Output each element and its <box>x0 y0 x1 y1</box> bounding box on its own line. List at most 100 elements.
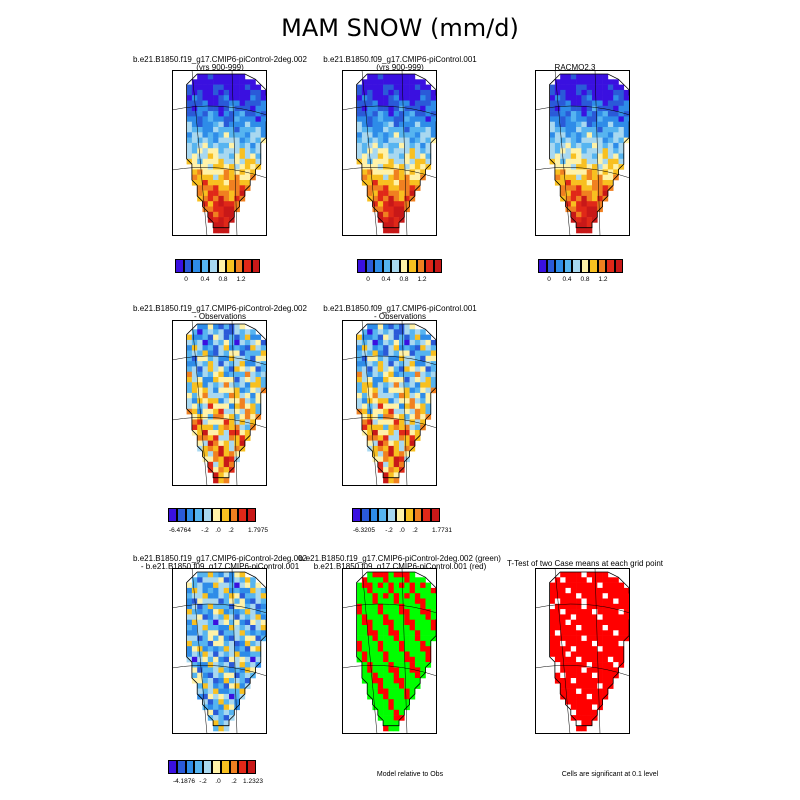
grid-cell <box>425 640 432 647</box>
grid-cell <box>213 329 219 335</box>
grid-cell <box>218 100 224 107</box>
grid-cell <box>554 89 561 96</box>
grid-cell <box>229 656 235 663</box>
grid-cell <box>388 201 394 207</box>
grid-cell <box>239 672 246 679</box>
grid-cell <box>383 206 389 213</box>
grid-cell <box>618 635 625 642</box>
grid-cell <box>425 593 432 599</box>
grid-cell <box>597 137 603 144</box>
grid-cell <box>197 169 203 175</box>
grid-cell <box>409 361 416 367</box>
grid-cell <box>213 345 219 351</box>
grid-cell <box>377 185 384 191</box>
grid-cell <box>361 577 368 583</box>
grid-cell <box>202 646 209 652</box>
grid-cell <box>570 598 577 605</box>
latitude-line <box>172 355 267 366</box>
grid-cell <box>372 387 379 394</box>
grid-cell <box>229 174 235 181</box>
longitude-line <box>554 568 571 734</box>
grid-cell <box>383 619 389 626</box>
grid-cell <box>618 609 625 615</box>
grid-cell <box>372 377 379 383</box>
grid-cell <box>223 572 230 578</box>
grid-cell <box>377 74 384 80</box>
grid-cell <box>223 587 230 594</box>
grid-cell <box>213 339 219 346</box>
grid-cell <box>197 100 203 107</box>
grid-cell <box>404 158 410 165</box>
grid-cell <box>239 640 246 647</box>
grid-cell <box>361 132 368 138</box>
grid-cell <box>570 137 577 144</box>
grid-cell <box>218 206 224 213</box>
grid-cell <box>576 587 582 594</box>
grid-cell <box>383 640 389 647</box>
grid-cell <box>356 593 363 599</box>
grid-cell <box>570 709 577 716</box>
grid-cell <box>356 598 363 605</box>
grid-cell <box>430 105 437 112</box>
grid-cell <box>565 625 572 631</box>
grid-cell <box>576 646 582 652</box>
grid-cell <box>250 158 256 165</box>
grid-cell <box>388 619 394 626</box>
grid-cell <box>191 355 198 362</box>
grid-cell <box>234 414 240 420</box>
grid-cell <box>197 625 203 631</box>
grid-cell <box>414 646 421 652</box>
grid-cell <box>592 169 598 175</box>
grid-cell <box>361 158 368 165</box>
grid-cell <box>399 361 405 367</box>
grid-cell <box>218 158 224 165</box>
grid-cell <box>197 339 203 346</box>
grid-cell <box>565 132 572 138</box>
grid-cell <box>218 350 224 357</box>
grid-cell <box>356 635 363 642</box>
grid-cell <box>414 169 421 175</box>
grid-cell <box>186 350 193 357</box>
grid-cell <box>581 651 587 658</box>
grid-cell <box>560 582 566 589</box>
grid-cell <box>186 646 193 652</box>
grid-cell <box>393 456 400 463</box>
grid-cell <box>420 577 426 583</box>
grid-cell <box>576 84 582 91</box>
grid-cell <box>581 185 587 191</box>
grid-cell <box>554 79 561 85</box>
grid-cell <box>576 195 582 202</box>
grid-cell <box>602 688 609 695</box>
grid-cell <box>581 180 587 186</box>
grid-cell <box>581 603 587 610</box>
grid-cell <box>592 185 598 191</box>
colorbar-swatch <box>247 508 256 522</box>
colorbar-swatch <box>229 508 239 522</box>
grid-cell <box>607 598 614 605</box>
grid-cell <box>239 142 246 149</box>
grid-cell <box>388 111 394 117</box>
grid-cell <box>223 169 230 175</box>
grid-cell <box>213 180 219 186</box>
grid-cell <box>218 174 224 181</box>
grid-cell <box>223 640 230 647</box>
grid-cell <box>377 699 384 705</box>
grid-cell <box>255 398 262 404</box>
grid-cell <box>586 572 593 578</box>
grid-cell <box>404 180 410 186</box>
grid-cell <box>618 121 625 128</box>
grid-cell <box>565 195 572 202</box>
grid-cell <box>250 387 256 394</box>
grid-cell <box>223 651 230 658</box>
grid-cell <box>202 424 209 431</box>
grid-cell <box>202 667 209 673</box>
grid-cell <box>586 672 593 679</box>
grid-cell <box>388 174 394 181</box>
grid-cell <box>218 683 224 689</box>
grid-cell <box>565 688 572 695</box>
grid-cell <box>218 709 224 716</box>
grid-cell <box>592 158 598 165</box>
grid-cell <box>250 153 256 160</box>
grid-cell <box>377 461 384 468</box>
grid-cell <box>404 174 410 181</box>
